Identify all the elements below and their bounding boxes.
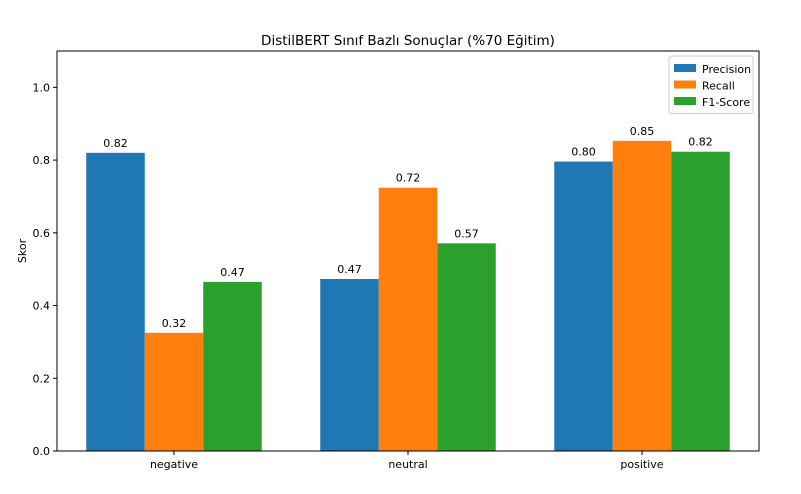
legend-label-f1-score: F1-Score [702,96,750,109]
y-tick-label: 1.0 [33,81,51,94]
bar-label-f1-score-negative: 0.47 [220,266,245,279]
bar-label-recall-neutral: 0.72 [396,172,421,185]
bar-recall-positive [612,140,672,451]
y-tick-label: 0.6 [33,227,51,240]
bar-precision-neutral [320,279,379,451]
bar-recall-neutral [378,187,438,451]
bar-f1-score-negative [203,281,262,451]
y-tick-label: 0.0 [33,445,51,458]
bar-f1-score-neutral [437,243,496,451]
y-tick-label: 0.4 [33,300,51,313]
bar-f1-score-positive [671,151,730,451]
x-tick-label-neutral: neutral [388,458,427,471]
y-tick-label: 0.8 [33,154,51,167]
legend-swatch-recall [674,80,696,89]
bar-label-f1-score-neutral: 0.57 [454,227,479,240]
bar-label-recall-negative: 0.32 [162,317,187,330]
legend-swatch-f1-score [674,97,696,105]
bar-label-precision-neutral: 0.47 [337,263,362,276]
legend-label-recall: Recall [702,80,735,93]
x-tick-label-negative: negative [150,458,198,471]
x-tick-label-positive: positive [620,458,663,471]
bar-precision-negative [86,152,145,451]
bar-label-f1-score-positive: 0.82 [688,136,713,149]
legend-label-precision: Precision [702,63,751,76]
y-tick-label: 0.2 [33,372,51,385]
bar-recall-negative [144,332,204,451]
bar-label-precision-positive: 0.80 [571,146,596,159]
bar-label-recall-positive: 0.85 [630,125,655,138]
bar-label-precision-negative: 0.82 [103,137,128,150]
bar-precision-positive [554,161,613,451]
bar-labels-layer: 0.82 0.47 0.80 0.32 0.72 0.85 0.47 0.57 0.82 [103,125,713,330]
bars-layer [86,140,730,451]
axes-layer: 0.0 0.2 0.4 0.6 0.8 1.0 negative neutral positiv… [33,50,760,471]
legend-swatch-precision [674,64,696,72]
chart-title: DistilBERT Sınıf Bazlı Sonuçlar (%70 Eği… [261,33,555,49]
y-axis-label: Skor [16,238,29,263]
legend: Precision Recall F1-Score [668,55,754,114]
